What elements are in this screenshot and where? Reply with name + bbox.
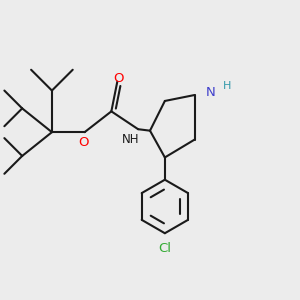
Text: H: H	[223, 81, 232, 91]
Text: N: N	[206, 85, 216, 98]
Text: NH: NH	[122, 133, 140, 146]
Text: O: O	[78, 136, 88, 149]
Text: O: O	[113, 72, 124, 85]
Text: Cl: Cl	[158, 242, 171, 255]
